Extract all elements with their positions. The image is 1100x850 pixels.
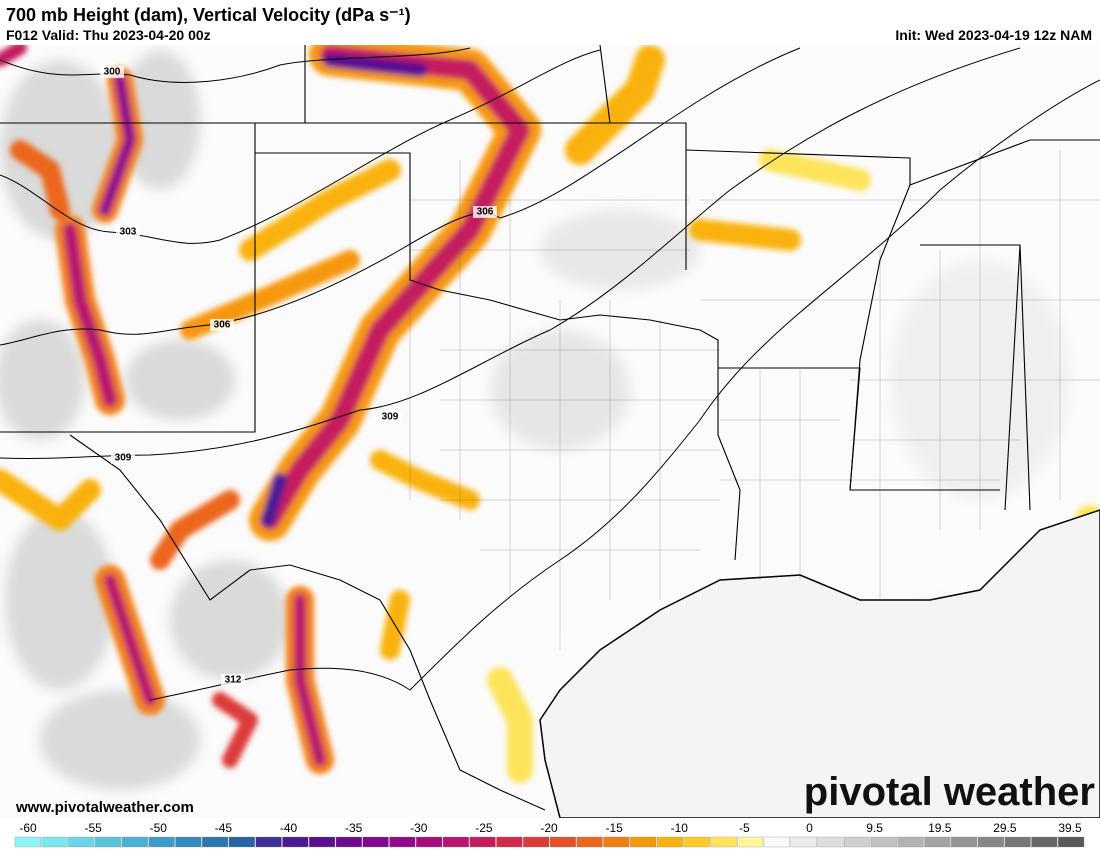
valid-time: F012 Valid: Thu 2023-04-20 00z bbox=[6, 27, 211, 43]
colorbar-swatch bbox=[175, 836, 202, 848]
contour-label: 306 bbox=[214, 320, 231, 331]
colorbar: -60 -55 -50 -45 -40 -35 -30 -25 -20 -15 -10 -5 0 9.5 1… bbox=[14, 821, 1085, 848]
colorbar-swatch bbox=[710, 836, 737, 848]
colorbar-label: -25 bbox=[475, 821, 493, 835]
colorbar-swatch bbox=[630, 836, 657, 848]
contour-label: 303 bbox=[120, 227, 137, 238]
colorbar-swatch bbox=[763, 836, 790, 848]
colorbar-swatch bbox=[362, 836, 389, 848]
colorbar-swatch bbox=[603, 836, 630, 848]
colorbar-label: -30 bbox=[410, 821, 428, 835]
colorbar-label: -10 bbox=[671, 821, 689, 835]
colorbar-label: -40 bbox=[280, 821, 298, 835]
colorbar-label: -15 bbox=[605, 821, 623, 835]
colorbar-swatch bbox=[1058, 836, 1085, 848]
colorbar-swatch bbox=[1031, 836, 1058, 848]
colorbar-swatch bbox=[442, 836, 469, 848]
contour-label: 300 bbox=[104, 67, 121, 78]
logo: pivotal weather bbox=[804, 770, 1095, 814]
contour-label: 312 bbox=[225, 675, 242, 686]
init-time: Init: Wed 2023-04-19 12z NAM bbox=[895, 27, 1092, 43]
website: www.pivotalweather.com bbox=[15, 799, 194, 816]
county-lines bbox=[409, 150, 1100, 650]
state-borders bbox=[0, 45, 1100, 811]
contour-label: 309 bbox=[115, 453, 132, 464]
contour-label-bg bbox=[221, 674, 245, 686]
colorbar-label: -35 bbox=[345, 821, 363, 835]
colorbar-swatch bbox=[282, 836, 309, 848]
colorbar-label: -55 bbox=[84, 821, 102, 835]
colorbar-swatch bbox=[790, 836, 817, 848]
colorbar-swatch bbox=[1004, 836, 1031, 848]
colorbar-swatch bbox=[255, 836, 282, 848]
colorbar-swatch bbox=[977, 836, 1004, 848]
contour-label-bg bbox=[210, 319, 234, 331]
colorbar-swatch bbox=[68, 836, 95, 848]
contour-label-group: 300 303 306 306 309 309 312 bbox=[100, 66, 497, 686]
colorbar-swatch bbox=[576, 836, 603, 848]
colorbar-label: 9.5 bbox=[866, 821, 883, 835]
colorbar-swatch bbox=[121, 836, 148, 848]
colorbar-label: -60 bbox=[19, 821, 37, 835]
colorbar-swatch bbox=[656, 836, 683, 848]
title: 700 mb Height (dam), Vertical Velocity (… bbox=[6, 5, 411, 25]
colorbar-swatch bbox=[41, 836, 68, 848]
contour-label: 309 bbox=[382, 412, 399, 423]
colorbar-label: 19.5 bbox=[928, 821, 952, 835]
colorbar-swatch bbox=[416, 836, 443, 848]
colorbar-swatch bbox=[496, 836, 523, 848]
colorbar-label: 39.5 bbox=[1058, 821, 1082, 835]
colorbar-swatch bbox=[14, 836, 41, 848]
contour-label-bg bbox=[378, 411, 402, 423]
colorbar-label: -45 bbox=[215, 821, 233, 835]
colorbar-swatch bbox=[897, 836, 924, 848]
colorbar-swatch bbox=[817, 836, 844, 848]
height-contours bbox=[0, 47, 1100, 701]
colorbar-swatch bbox=[523, 836, 550, 848]
colorbar-swatch bbox=[737, 836, 764, 848]
colorbar-swatch bbox=[683, 836, 710, 848]
colorbar-swatch bbox=[951, 836, 978, 848]
colorbar-label: 0 bbox=[806, 821, 813, 835]
contour-label-bg bbox=[100, 66, 124, 78]
colorbar-label: -5 bbox=[739, 821, 750, 835]
colorbar-swatch bbox=[389, 836, 416, 848]
contour-label-bg bbox=[116, 226, 140, 238]
map: 300 303 306 306 309 309 312 www.pivotalw… bbox=[0, 45, 1100, 818]
colorbar-swatch bbox=[228, 836, 255, 848]
colorbar-swatch bbox=[95, 836, 122, 848]
colorbar-swatch bbox=[549, 836, 576, 848]
colorbar-swatch bbox=[148, 836, 175, 848]
colorbar-label: -20 bbox=[540, 821, 558, 835]
contour-label-bg bbox=[473, 206, 497, 218]
colorbar-swatch bbox=[335, 836, 362, 848]
colorbar-swatch bbox=[844, 836, 871, 848]
contour-label: 306 bbox=[477, 207, 494, 218]
colorbar-label: -50 bbox=[150, 821, 168, 835]
colorbar-swatch bbox=[202, 836, 229, 848]
colorbar-swatch bbox=[924, 836, 951, 848]
colorbar-swatch bbox=[469, 836, 496, 848]
colorbar-swatch bbox=[309, 836, 336, 848]
colorbar-swatch bbox=[870, 836, 897, 848]
contour-label-bg bbox=[111, 452, 135, 464]
colorbar-label: 29.5 bbox=[993, 821, 1017, 835]
